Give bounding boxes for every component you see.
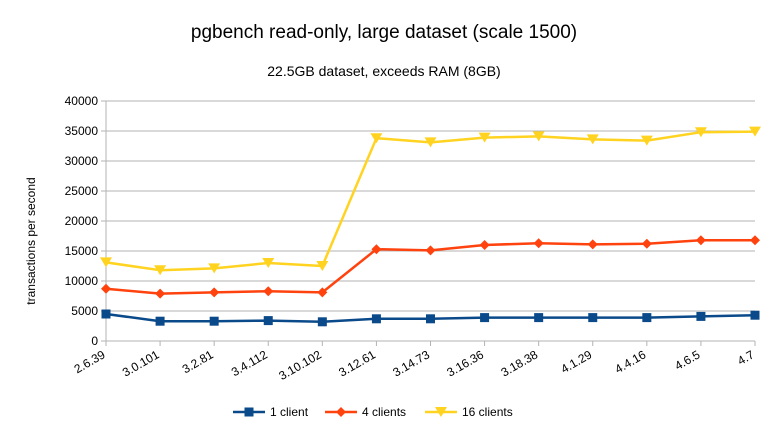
x-tick-label: 3.12.61	[336, 347, 378, 379]
y-tick-labels: 0 5000 10000 15000 20000 25000 30000 35000 40000	[65, 94, 99, 348]
data-point	[696, 311, 706, 321]
data-point	[694, 127, 707, 138]
series-1	[101, 309, 760, 327]
data-point	[641, 238, 652, 249]
x-tick-label: 4.6.5	[672, 347, 702, 373]
data-point	[480, 313, 490, 323]
legend-marker	[336, 407, 346, 417]
data-point	[532, 131, 545, 142]
data-point	[588, 313, 598, 323]
data-point	[371, 314, 381, 324]
data-point	[155, 316, 165, 326]
data-point	[317, 287, 328, 298]
y-tick-label: 10000	[65, 274, 99, 288]
data-point	[155, 288, 166, 299]
data-point	[478, 132, 491, 143]
x-tick-labels: 2.6.39 3.0.101 3.2.81 3.4.112 3.10.102 3.12.6…	[72, 347, 757, 383]
x-tick-label: 3.18.38	[498, 347, 540, 379]
data-point	[586, 134, 599, 145]
legend-marker	[244, 407, 254, 417]
axes	[101, 100, 756, 346]
x-tick-label: 4.1.29	[558, 347, 594, 376]
data-point	[317, 317, 327, 327]
data-point	[370, 133, 383, 144]
y-tick-label: 5000	[71, 304, 98, 318]
data-point	[101, 283, 111, 294]
data-point	[154, 265, 167, 276]
y-tick-label: 0	[91, 334, 98, 348]
legend-label: 1 client	[270, 405, 309, 419]
data-point	[642, 313, 652, 323]
data-point	[424, 137, 437, 148]
x-tick-label: 3.14.73	[390, 347, 432, 379]
series-3	[100, 126, 761, 276]
data-point	[426, 314, 435, 324]
data-point	[533, 238, 544, 249]
data-point	[209, 287, 220, 298]
data-point	[749, 126, 761, 137]
data-point	[101, 309, 111, 319]
data-point	[263, 316, 273, 326]
data-point	[263, 286, 274, 297]
x-tick-label: 3.4.112	[229, 347, 270, 379]
series-lines	[100, 126, 761, 327]
y-tick-label: 15000	[65, 244, 99, 258]
x-tick-label: 3.16.36	[444, 347, 486, 379]
legend-entry: 4 clients	[325, 405, 406, 419]
y-tick-label: 30000	[65, 154, 99, 168]
data-point	[316, 261, 329, 271]
series-2	[101, 235, 760, 299]
legend-entry: 1 client	[233, 405, 309, 419]
data-point	[100, 257, 112, 268]
x-tick-label: 3.2.81	[180, 347, 216, 376]
data-point	[425, 245, 436, 256]
x-tick-label: 3.10.102	[276, 347, 324, 383]
data-point	[587, 239, 598, 250]
data-point	[750, 235, 760, 246]
chart-title: pgbench read-only, large dataset (scale …	[191, 22, 577, 43]
data-point	[750, 310, 760, 320]
data-point	[695, 235, 706, 246]
y-tick-label: 35000	[65, 124, 99, 138]
data-point	[371, 244, 382, 255]
legend: 1 client 4 clients 16 clients	[233, 405, 513, 419]
gridlines	[106, 100, 755, 312]
x-tick-label: 4.4.16	[612, 347, 648, 376]
data-point	[208, 263, 221, 274]
x-tick-label: 3.0.101	[120, 347, 162, 379]
y-tick-label: 25000	[65, 184, 99, 198]
data-point	[262, 258, 275, 268]
y-tick-label: 40000	[65, 94, 99, 108]
data-point	[640, 135, 653, 146]
legend-label: 16 clients	[462, 405, 513, 419]
chart-subtitle: 22.5GB dataset, exceeds RAM (8GB)	[267, 63, 500, 79]
x-tick-label: 4.7	[735, 347, 757, 368]
legend-marker	[435, 407, 447, 417]
legend-label: 4 clients	[362, 405, 406, 419]
legend-entry: 16 clients	[425, 405, 513, 419]
data-point	[534, 313, 544, 323]
y-tick-label: 20000	[65, 214, 99, 228]
data-point	[479, 240, 490, 250]
x-tick-label: 2.6.39	[72, 347, 108, 376]
y-axis-title: transactions per second	[24, 177, 38, 304]
data-point	[209, 316, 219, 326]
